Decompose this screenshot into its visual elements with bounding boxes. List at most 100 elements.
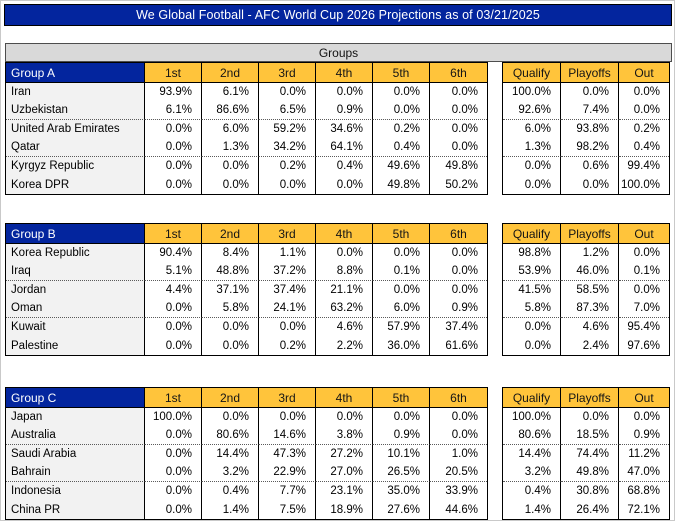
position-probability-cell[interactable]: 50.2% [430, 175, 487, 194]
outcome-probability-cell[interactable]: 53.9% [503, 262, 561, 281]
position-probability-cell[interactable]: 0.0% [202, 408, 259, 427]
outcome-header-cell[interactable]: Qualify [503, 63, 561, 83]
position-header-cell[interactable]: 6th [430, 224, 487, 244]
position-probability-cell[interactable]: 8.8% [316, 262, 373, 281]
outcome-probability-cell[interactable]: 0.0% [503, 336, 561, 355]
team-name-cell[interactable]: Palestine [6, 336, 145, 355]
position-probability-cell[interactable]: 3.8% [316, 426, 373, 445]
outcome-probability-cell[interactable]: 46.0% [561, 262, 619, 281]
position-probability-cell[interactable]: 14.6% [259, 426, 316, 445]
position-probability-cell[interactable]: 0.0% [145, 138, 202, 157]
position-header-cell[interactable]: 1st [145, 63, 202, 83]
position-probability-cell[interactable]: 0.0% [259, 175, 316, 194]
position-header-cell[interactable]: 4th [316, 63, 373, 83]
outcome-probability-cell[interactable]: 2.4% [561, 336, 619, 355]
outcome-probability-cell[interactable]: 3.2% [503, 463, 561, 482]
position-probability-cell[interactable]: 0.0% [430, 408, 487, 427]
position-probability-cell[interactable]: 33.9% [430, 482, 487, 501]
team-name-cell[interactable]: Bahrain [6, 463, 145, 482]
outcome-probability-cell[interactable]: 58.5% [561, 281, 619, 300]
outcome-probability-cell[interactable]: 0.0% [503, 175, 561, 194]
position-probability-cell[interactable]: 14.4% [202, 445, 259, 464]
position-probability-cell[interactable]: 20.5% [430, 463, 487, 482]
position-probability-cell[interactable]: 0.0% [430, 262, 487, 281]
team-name-cell[interactable]: Australia [6, 426, 145, 445]
position-probability-cell[interactable]: 27.6% [373, 500, 430, 519]
position-probability-cell[interactable]: 0.0% [145, 157, 202, 176]
outcome-probability-cell[interactable]: 0.0% [503, 318, 561, 337]
position-probability-cell[interactable]: 0.4% [202, 482, 259, 501]
position-probability-cell[interactable]: 7.7% [259, 482, 316, 501]
position-probability-cell[interactable]: 18.9% [316, 500, 373, 519]
outcome-probability-cell[interactable]: 30.8% [561, 482, 619, 501]
position-probability-cell[interactable]: 0.0% [430, 138, 487, 157]
position-probability-cell[interactable]: 34.2% [259, 138, 316, 157]
outcome-probability-cell[interactable]: 0.0% [561, 408, 619, 427]
position-probability-cell[interactable]: 0.0% [145, 445, 202, 464]
group-label-cell[interactable]: Group B [6, 224, 145, 244]
position-probability-cell[interactable]: 24.1% [259, 299, 316, 318]
position-probability-cell[interactable]: 1.3% [202, 138, 259, 157]
position-header-cell[interactable]: 3rd [259, 224, 316, 244]
position-probability-cell[interactable]: 90.4% [145, 244, 202, 263]
position-probability-cell[interactable]: 0.0% [316, 244, 373, 263]
position-probability-cell[interactable]: 0.0% [145, 336, 202, 355]
outcome-probability-cell[interactable]: 47.0% [619, 463, 669, 482]
outcome-header-cell[interactable]: Qualify [503, 224, 561, 244]
outcome-probability-cell[interactable]: 0.1% [619, 262, 669, 281]
position-probability-cell[interactable]: 35.0% [373, 482, 430, 501]
outcome-probability-cell[interactable]: 93.8% [561, 120, 619, 139]
position-probability-cell[interactable]: 0.0% [259, 408, 316, 427]
outcome-header-cell[interactable]: Out [619, 388, 669, 408]
position-probability-cell[interactable]: 0.0% [373, 281, 430, 300]
position-probability-cell[interactable]: 0.4% [316, 157, 373, 176]
outcome-header-cell[interactable]: Out [619, 224, 669, 244]
outcome-probability-cell[interactable]: 1.4% [503, 500, 561, 519]
outcome-probability-cell[interactable]: 0.6% [561, 157, 619, 176]
position-probability-cell[interactable]: 0.0% [373, 101, 430, 120]
outcome-probability-cell[interactable]: 0.0% [619, 281, 669, 300]
position-probability-cell[interactable]: 0.0% [145, 500, 202, 519]
position-probability-cell[interactable]: 0.0% [430, 281, 487, 300]
outcome-probability-cell[interactable]: 97.6% [619, 336, 669, 355]
position-probability-cell[interactable]: 0.0% [430, 101, 487, 120]
outcome-probability-cell[interactable]: 98.8% [503, 244, 561, 263]
outcome-probability-cell[interactable]: 92.6% [503, 101, 561, 120]
position-probability-cell[interactable]: 22.9% [259, 463, 316, 482]
position-probability-cell[interactable]: 1.0% [430, 445, 487, 464]
position-probability-cell[interactable]: 0.9% [373, 426, 430, 445]
position-probability-cell[interactable]: 0.0% [430, 120, 487, 139]
outcome-probability-cell[interactable]: 98.2% [561, 138, 619, 157]
position-probability-cell[interactable]: 59.2% [259, 120, 316, 139]
position-probability-cell[interactable]: 1.1% [259, 244, 316, 263]
outcome-header-cell[interactable]: Playoffs [561, 63, 619, 83]
position-probability-cell[interactable]: 0.0% [145, 482, 202, 501]
position-probability-cell[interactable]: 36.0% [373, 336, 430, 355]
outcome-probability-cell[interactable]: 100.0% [503, 408, 561, 427]
outcome-probability-cell[interactable]: 0.4% [619, 138, 669, 157]
team-name-cell[interactable]: Jordan [6, 281, 145, 300]
outcome-probability-cell[interactable]: 5.8% [503, 299, 561, 318]
outcome-probability-cell[interactable]: 72.1% [619, 500, 669, 519]
position-probability-cell[interactable]: 5.8% [202, 299, 259, 318]
position-probability-cell[interactable]: 37.2% [259, 262, 316, 281]
position-header-cell[interactable]: 5th [373, 63, 430, 83]
team-name-cell[interactable]: Indonesia [6, 482, 145, 501]
position-probability-cell[interactable]: 0.0% [202, 318, 259, 337]
outcome-probability-cell[interactable]: 1.2% [561, 244, 619, 263]
position-probability-cell[interactable]: 80.6% [202, 426, 259, 445]
position-probability-cell[interactable]: 6.0% [202, 120, 259, 139]
position-probability-cell[interactable]: 26.5% [373, 463, 430, 482]
outcome-probability-cell[interactable]: 87.3% [561, 299, 619, 318]
position-probability-cell[interactable]: 4.4% [145, 281, 202, 300]
team-name-cell[interactable]: Iraq [6, 262, 145, 281]
position-probability-cell[interactable]: 0.0% [316, 83, 373, 102]
position-probability-cell[interactable]: 4.6% [316, 318, 373, 337]
position-header-cell[interactable]: 3rd [259, 388, 316, 408]
position-probability-cell[interactable]: 86.6% [202, 101, 259, 120]
position-probability-cell[interactable]: 6.5% [259, 101, 316, 120]
position-probability-cell[interactable]: 64.1% [316, 138, 373, 157]
position-probability-cell[interactable]: 0.0% [259, 83, 316, 102]
position-probability-cell[interactable]: 0.0% [202, 157, 259, 176]
position-probability-cell[interactable]: 23.1% [316, 482, 373, 501]
